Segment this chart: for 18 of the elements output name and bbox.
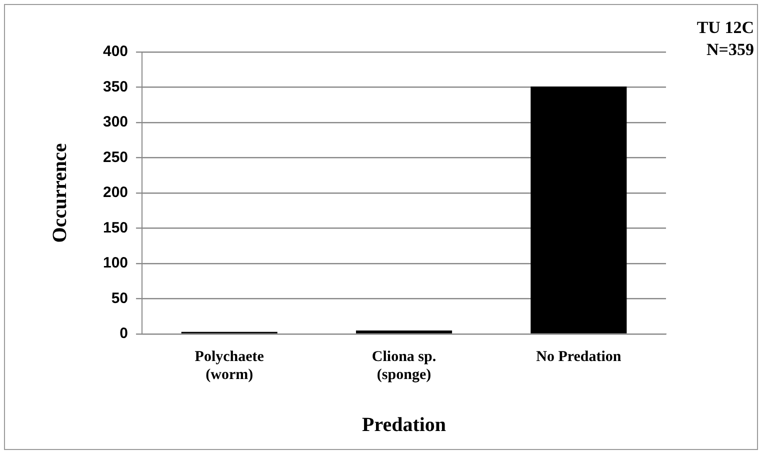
x-axis-title: Predation (362, 414, 446, 436)
x-tick-label: Cliona sp. (sponge) (372, 348, 436, 383)
y-tick-label: 50 (111, 290, 128, 307)
y-tick-label: 100 (102, 254, 128, 272)
bar (356, 330, 452, 334)
text: N=359 (706, 40, 754, 59)
y-tick-label: 300 (102, 114, 128, 131)
y-tick-label: 400 (102, 43, 128, 60)
y-tick-label: 150 (102, 219, 128, 236)
y-tick-label: 250 (102, 148, 128, 166)
y-tick-label: 350 (102, 78, 128, 96)
x-tick-label: No Predation (536, 348, 622, 365)
y-axis-title: Occurrence (49, 143, 72, 243)
x-tick-label: Polychaete (worm) (194, 348, 264, 383)
text: TU 12C (696, 18, 754, 37)
y-tick-label: 0 (120, 325, 128, 342)
y-tick-label: 200 (102, 184, 128, 202)
bar (530, 86, 627, 334)
